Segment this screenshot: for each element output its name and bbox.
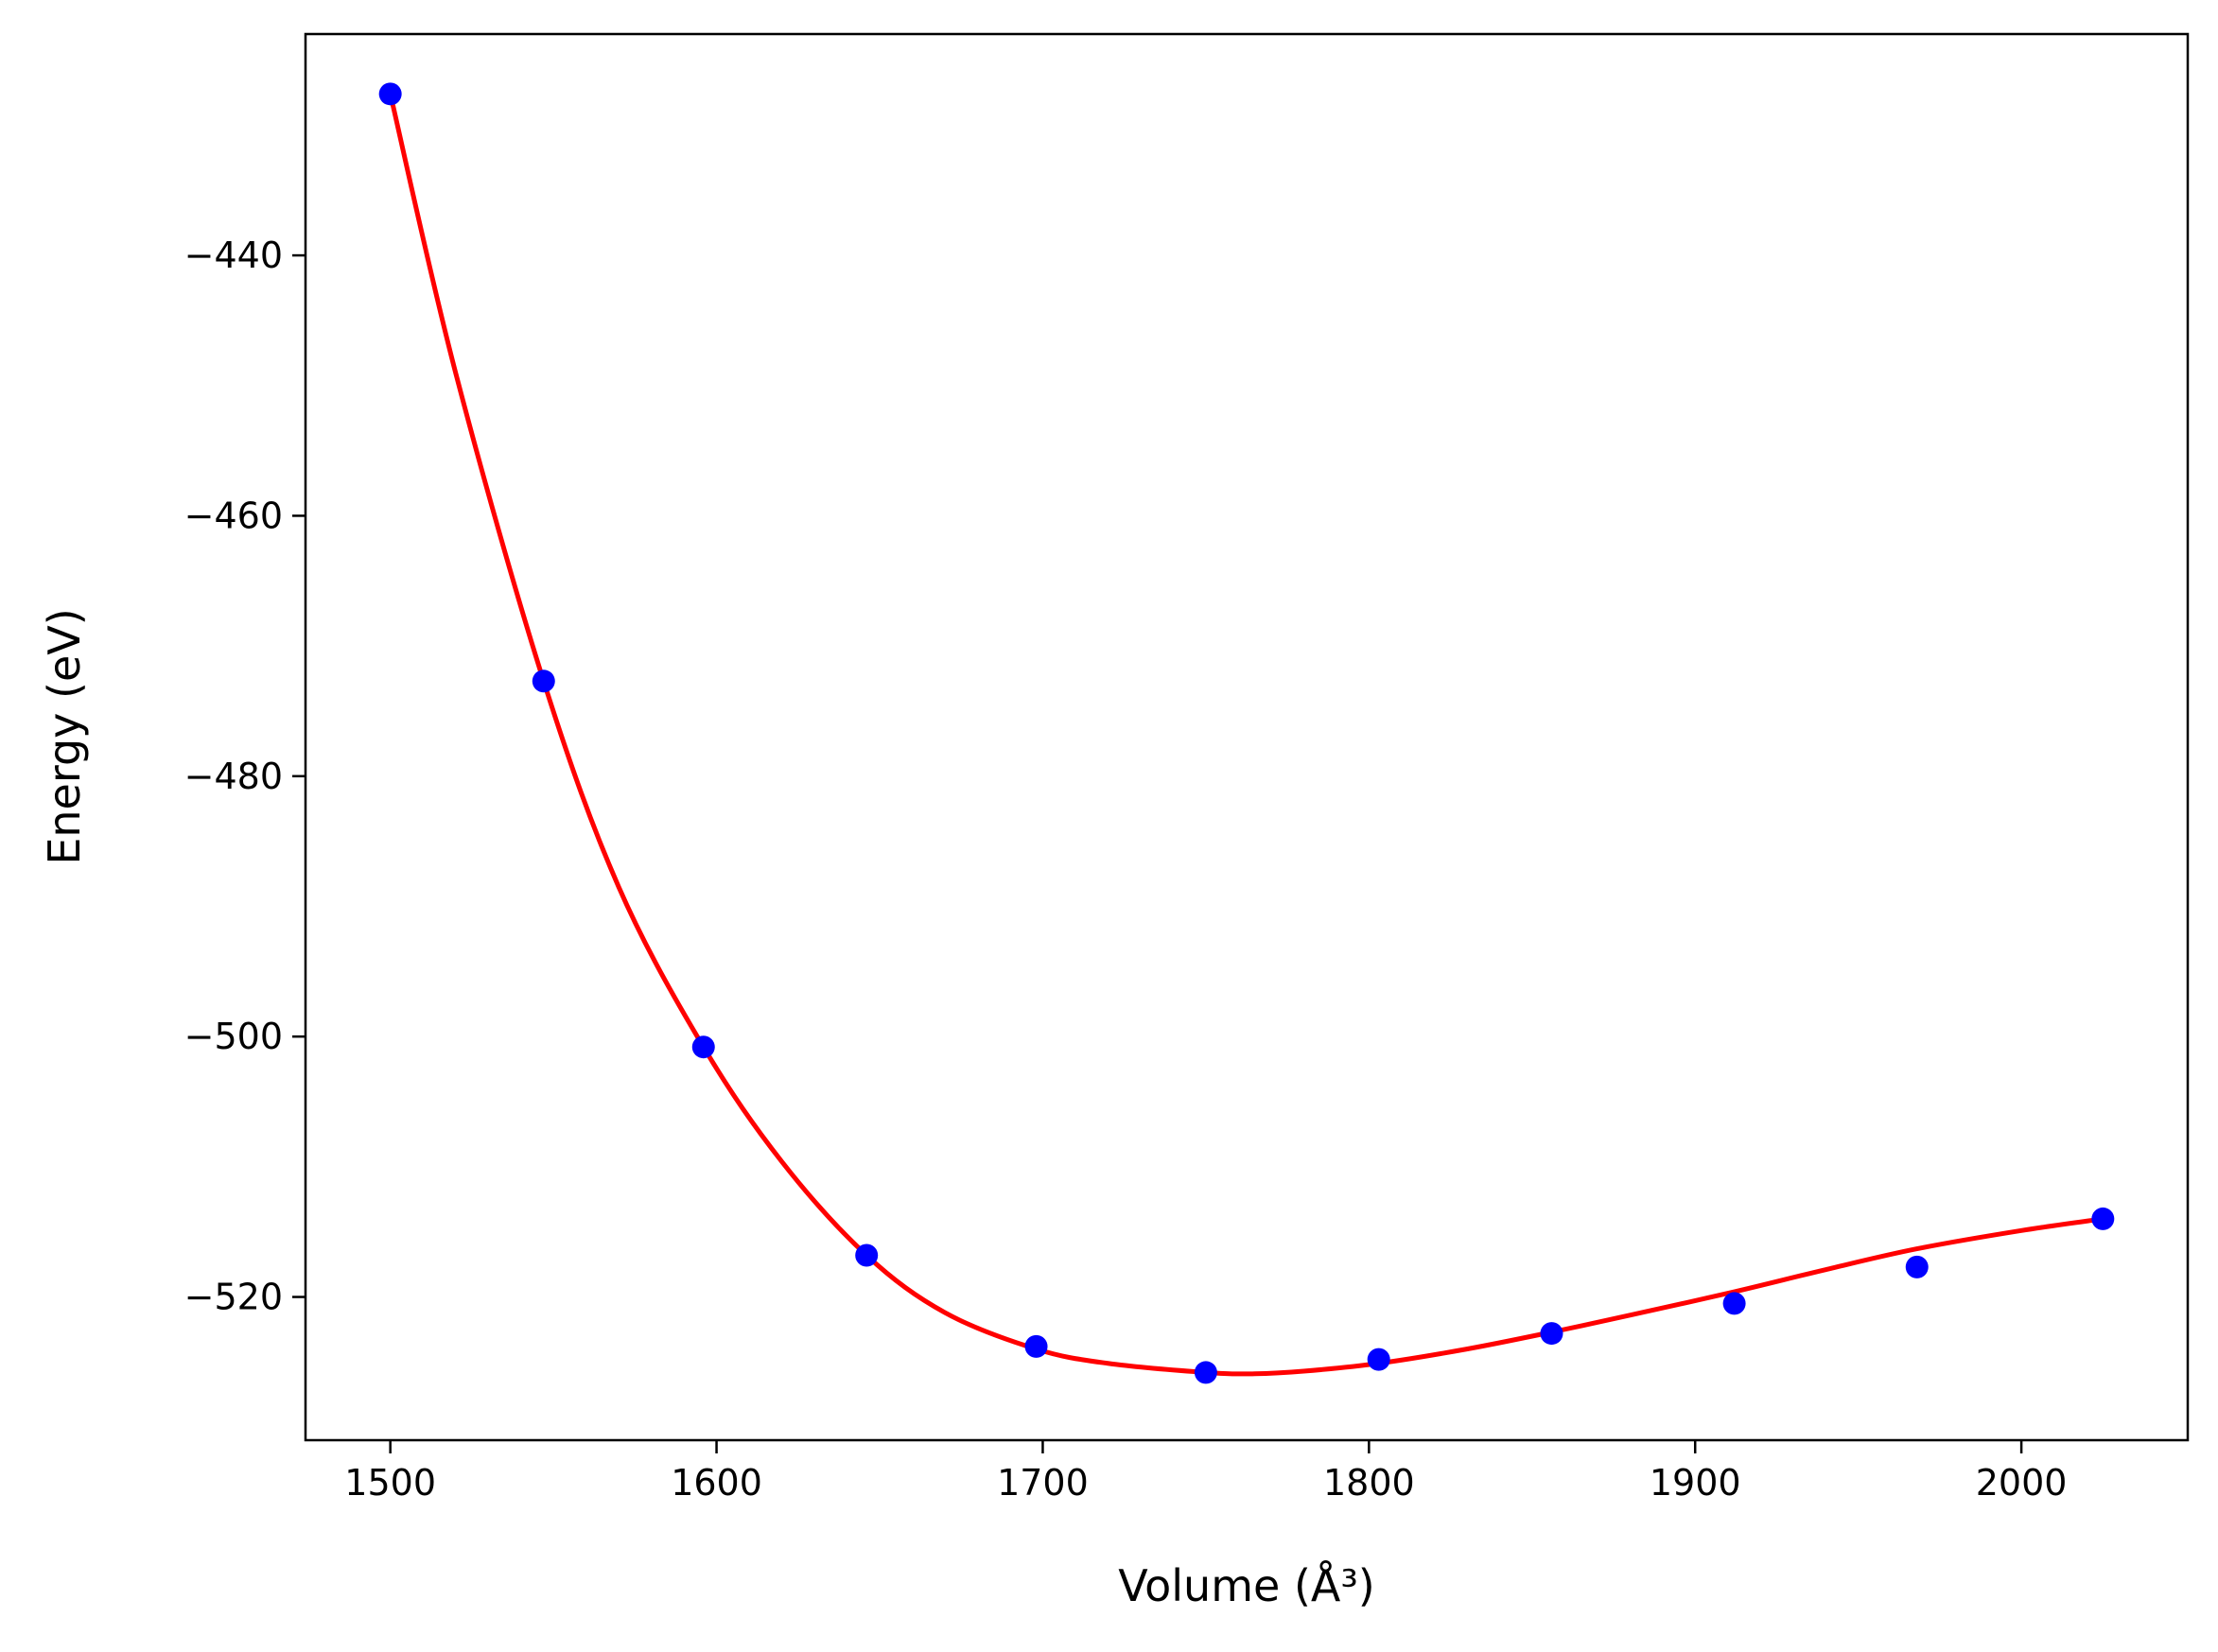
- data-point: [1367, 1348, 1390, 1371]
- x-tick-label: 1600: [671, 1462, 762, 1504]
- y-tick-label: −520: [184, 1277, 283, 1318]
- plot-area: [306, 34, 2188, 1440]
- x-tick-label: 2000: [1976, 1462, 2068, 1504]
- data-point: [691, 1035, 715, 1059]
- data-points-layer: [378, 82, 2115, 1384]
- fit-curve-layer: [388, 93, 2104, 1377]
- x-axis: 1500 1600 1700 1800 1900 2000: [344, 1440, 2067, 1504]
- data-point: [2091, 1207, 2115, 1230]
- data-point: [378, 82, 402, 106]
- x-axis-label: Volume (Å³): [1118, 1560, 1375, 1611]
- y-tick-label: −440: [184, 235, 283, 276]
- x-tick-label: 1700: [997, 1462, 1089, 1504]
- data-point: [855, 1243, 879, 1267]
- data-point: [1905, 1255, 1929, 1278]
- x-tick-label: 1900: [1650, 1462, 1741, 1504]
- data-point: [532, 669, 555, 693]
- y-axis: −440 −460 −480 −500 −520: [184, 235, 306, 1318]
- x-tick-label: 1500: [344, 1462, 436, 1504]
- data-point: [1194, 1361, 1217, 1384]
- data-point: [1024, 1334, 1048, 1358]
- y-axis-label: Energy (eV): [39, 608, 90, 864]
- data-point: [1540, 1322, 1563, 1346]
- y-tick-label: −500: [184, 1016, 283, 1057]
- fit-curve: [388, 93, 2104, 1377]
- x-tick-label: 1800: [1323, 1462, 1415, 1504]
- data-point: [1722, 1292, 1746, 1315]
- y-tick-label: −460: [184, 495, 283, 536]
- y-tick-label: −480: [184, 756, 283, 797]
- plot-frame: [304, 32, 2190, 1442]
